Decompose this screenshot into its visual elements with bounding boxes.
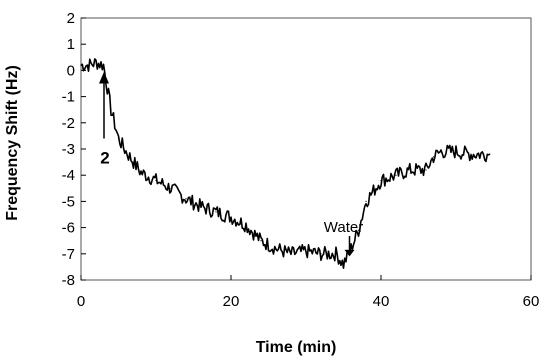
annotation-2-label: 2 bbox=[100, 148, 109, 167]
y-tick-label: -2 bbox=[62, 115, 75, 132]
x-axis-ticks: 0 20 40 60 bbox=[77, 275, 540, 310]
series-point bbox=[395, 174, 397, 176]
series-point bbox=[80, 64, 82, 66]
y-tick-label: 1 bbox=[67, 36, 75, 53]
y-axis-ticks: 2 1 0 -1 -2 -3 -4 -5 -6 -7 -8 bbox=[62, 10, 86, 289]
series-point bbox=[432, 156, 435, 158]
y-tick-label: -3 bbox=[62, 141, 75, 158]
series-point bbox=[410, 169, 412, 171]
y-tick-label: -7 bbox=[62, 246, 75, 263]
series-point bbox=[200, 206, 202, 208]
series-point bbox=[357, 229, 360, 231]
series-point bbox=[185, 198, 187, 200]
annotation-water-label: Water bbox=[324, 219, 363, 236]
series-point bbox=[350, 247, 352, 250]
series-line-0 bbox=[80, 58, 491, 269]
x-tick-label: 20 bbox=[223, 293, 240, 310]
y-tick-label: 2 bbox=[67, 10, 75, 27]
y-axis-title: Frequency Shift (Hz) bbox=[4, 65, 21, 221]
series-point bbox=[230, 216, 232, 218]
series-point bbox=[110, 109, 112, 111]
series-point bbox=[170, 187, 172, 189]
arrow-2-head-icon bbox=[99, 71, 109, 84]
series-point bbox=[132, 161, 135, 163]
series-point bbox=[117, 137, 120, 140]
series-point bbox=[245, 224, 247, 226]
series-point bbox=[320, 253, 322, 255]
series-point bbox=[489, 153, 491, 155]
series-point bbox=[102, 64, 105, 66]
series-layer bbox=[80, 58, 491, 269]
y-tick-label: -1 bbox=[62, 89, 75, 106]
series-point bbox=[335, 253, 337, 255]
y-tick-label: -5 bbox=[62, 193, 75, 210]
series-point bbox=[275, 247, 277, 250]
plot-area-frame bbox=[80, 17, 532, 281]
series-point bbox=[380, 179, 382, 182]
series-point bbox=[95, 61, 97, 64]
series-point bbox=[125, 151, 127, 153]
series-point bbox=[305, 250, 307, 252]
series-point bbox=[87, 64, 90, 66]
x-tick-label: 0 bbox=[77, 293, 85, 310]
series-point bbox=[140, 171, 142, 174]
x-tick-label: 40 bbox=[373, 293, 390, 310]
series-point bbox=[455, 151, 457, 153]
series-point bbox=[260, 240, 262, 242]
annotation-layer: 2 Water bbox=[99, 71, 363, 257]
y-tick-label: -8 bbox=[62, 272, 75, 289]
x-tick-label: 60 bbox=[523, 293, 540, 310]
series-point bbox=[290, 253, 292, 255]
arrow-water-head-icon bbox=[344, 249, 355, 257]
series-point bbox=[470, 153, 472, 155]
y-tick-label: -4 bbox=[62, 167, 75, 184]
series-point bbox=[440, 151, 442, 153]
series-point bbox=[155, 179, 157, 182]
y-tick-label: -6 bbox=[62, 220, 75, 237]
series-point bbox=[425, 169, 427, 171]
series-point bbox=[342, 263, 345, 265]
x-axis-title: Time (min) bbox=[256, 339, 337, 356]
series-point bbox=[365, 200, 367, 202]
y-tick-label: 0 bbox=[67, 62, 75, 79]
series-point bbox=[215, 211, 217, 213]
